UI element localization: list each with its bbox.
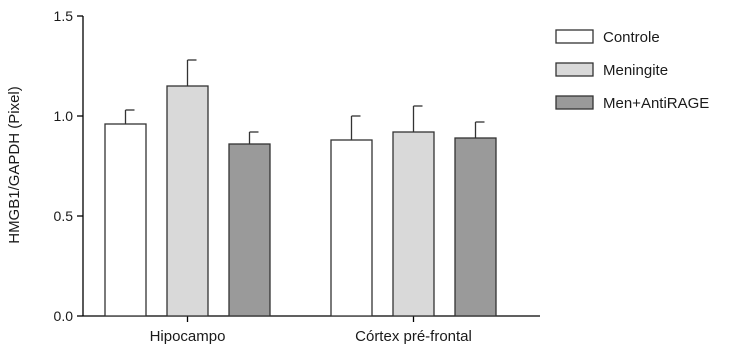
legend-label: Meningite	[603, 62, 668, 79]
bar	[104, 123, 147, 317]
bar	[166, 85, 209, 317]
bar	[392, 131, 435, 317]
y-axis-label: HMGB1/GAPDH (Pixel)	[6, 86, 23, 244]
y-tick-label: 0.0	[54, 308, 74, 324]
bar	[228, 143, 271, 317]
legend-label: Controle	[603, 29, 660, 46]
bar	[454, 137, 497, 317]
x-tick-label: Córtex pré-frontal	[355, 328, 472, 345]
bar	[330, 139, 373, 317]
x-tick-labels: Hipocampo Córtex pré-frontal	[150, 328, 472, 345]
y-tick-label: 1.5	[54, 8, 74, 24]
y-tick-label: 1.0	[54, 108, 74, 124]
legend-swatch	[555, 95, 594, 110]
legend-label: Men+AntiRAGE	[603, 95, 709, 112]
legend-swatch	[555, 62, 594, 77]
x-tick-label: Hipocampo	[150, 328, 226, 345]
legend: Controle Meningite Men+AntiRAGE	[555, 29, 709, 112]
bars	[104, 59, 497, 317]
legend-swatch	[555, 29, 594, 44]
y-tick-label: 0.5	[54, 208, 74, 224]
